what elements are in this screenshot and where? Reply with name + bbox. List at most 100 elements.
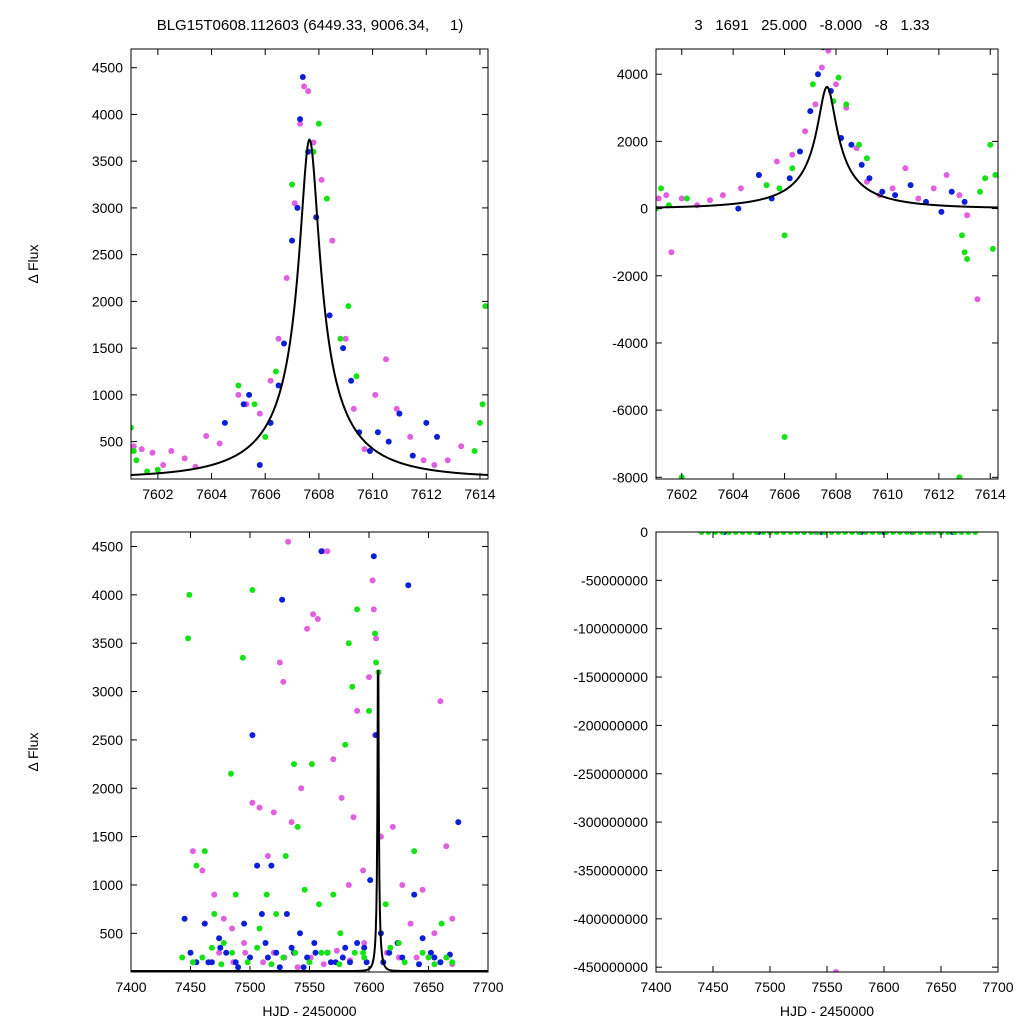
data-point bbox=[193, 862, 200, 869]
data-point bbox=[818, 64, 825, 71]
data-point bbox=[431, 961, 438, 968]
data-point bbox=[755, 172, 762, 178]
data-point bbox=[276, 964, 283, 971]
y-tick-label: 4000 bbox=[92, 587, 123, 603]
data-point bbox=[353, 373, 360, 380]
y-tick-label: -250000000 bbox=[573, 766, 648, 782]
data-point bbox=[239, 654, 246, 661]
data-point bbox=[399, 954, 406, 961]
x-tick-label: 7650 bbox=[413, 979, 444, 995]
data-point bbox=[268, 862, 275, 869]
data-point bbox=[856, 141, 863, 148]
data-point bbox=[787, 532, 794, 535]
data-point bbox=[387, 944, 394, 951]
x-tick-label: 7400 bbox=[115, 979, 146, 995]
data-point bbox=[208, 944, 215, 951]
data-point bbox=[270, 809, 277, 816]
data-point bbox=[959, 232, 965, 239]
data-point bbox=[316, 901, 322, 908]
data-point bbox=[299, 74, 306, 80]
left-title: BLG15T0608.112603 (6449.33, 9006.34, 1) bbox=[157, 17, 464, 34]
data-point bbox=[149, 449, 156, 456]
data-point bbox=[407, 433, 414, 440]
data-point bbox=[431, 954, 438, 961]
data-point bbox=[419, 949, 426, 956]
data-point bbox=[294, 823, 301, 830]
y-tick-label: -400000000 bbox=[573, 911, 648, 927]
data-point bbox=[367, 877, 374, 884]
data-point bbox=[254, 944, 261, 951]
data-point bbox=[746, 532, 753, 535]
panel-bottom-right: 7400 7450 7500 7550 7600 7650 7700 0 -50000000 -1… bbox=[573, 524, 1014, 1019]
data-point bbox=[297, 116, 304, 123]
data-point bbox=[958, 532, 965, 535]
data-point bbox=[833, 81, 839, 88]
x-tick-label: 7614 bbox=[975, 486, 1006, 502]
y-tick-label: -4000 bbox=[612, 335, 648, 351]
y-tick-label: -200000000 bbox=[573, 717, 648, 733]
data-point bbox=[726, 532, 732, 535]
data-point bbox=[291, 200, 298, 207]
data-point bbox=[258, 911, 265, 917]
data-point bbox=[354, 606, 361, 613]
data-point bbox=[289, 181, 296, 188]
data-point bbox=[275, 335, 282, 342]
data-point bbox=[251, 401, 258, 408]
data-point bbox=[340, 345, 347, 352]
data-point bbox=[216, 440, 223, 447]
data-point bbox=[338, 794, 345, 801]
data-point bbox=[244, 959, 251, 966]
data-point bbox=[737, 185, 744, 192]
data-point bbox=[413, 954, 420, 961]
data-point bbox=[449, 959, 456, 966]
data-point bbox=[199, 867, 206, 874]
data-point bbox=[855, 532, 862, 535]
data-point bbox=[189, 959, 196, 966]
data-point bbox=[131, 448, 137, 454]
data-point bbox=[189, 848, 196, 855]
data-point bbox=[339, 954, 346, 961]
data-point bbox=[351, 949, 358, 956]
data-point bbox=[902, 165, 909, 172]
data-point bbox=[372, 630, 378, 637]
data-point bbox=[735, 205, 742, 212]
x-tick-label: 7550 bbox=[294, 979, 325, 995]
data-point bbox=[181, 455, 188, 462]
data-point bbox=[431, 930, 438, 937]
data-point bbox=[297, 120, 304, 127]
data-point bbox=[273, 911, 280, 917]
data-point bbox=[315, 120, 322, 127]
data-point bbox=[138, 446, 145, 453]
panel-top-left: 7602 7604 7606 7608 7610 7612 7614 500 1000 1500 2… bbox=[25, 48, 496, 502]
data-point bbox=[401, 959, 408, 966]
data-point bbox=[262, 940, 269, 946]
data-point bbox=[256, 410, 263, 417]
data-point bbox=[217, 944, 224, 951]
x-tick-label: 7550 bbox=[811, 979, 842, 995]
y-tick-label: -350000000 bbox=[573, 862, 648, 878]
data-point bbox=[308, 761, 315, 768]
data-point bbox=[668, 249, 675, 256]
data-point bbox=[977, 188, 983, 195]
data-point bbox=[858, 161, 865, 168]
data-point bbox=[336, 961, 343, 968]
data-point bbox=[828, 532, 835, 535]
data-point bbox=[361, 944, 368, 951]
data-point bbox=[698, 532, 705, 535]
y-tick-label: 2000 bbox=[617, 133, 648, 149]
data-point bbox=[228, 770, 234, 777]
data-point bbox=[382, 901, 389, 908]
data-point bbox=[324, 548, 331, 555]
data-point bbox=[964, 256, 971, 262]
data-point bbox=[982, 175, 989, 182]
data-point bbox=[707, 197, 713, 204]
data-point bbox=[395, 940, 402, 946]
data-point bbox=[329, 237, 336, 244]
data-point bbox=[423, 419, 430, 426]
panel-top-right: 7602 7604 7606 7608 7610 7612 7614 -8000 -6000 -4… bbox=[612, 48, 1006, 502]
data-point bbox=[305, 88, 312, 95]
data-point bbox=[330, 756, 337, 763]
data-point bbox=[154, 466, 161, 473]
data-point bbox=[987, 141, 994, 148]
data-point bbox=[221, 419, 228, 426]
